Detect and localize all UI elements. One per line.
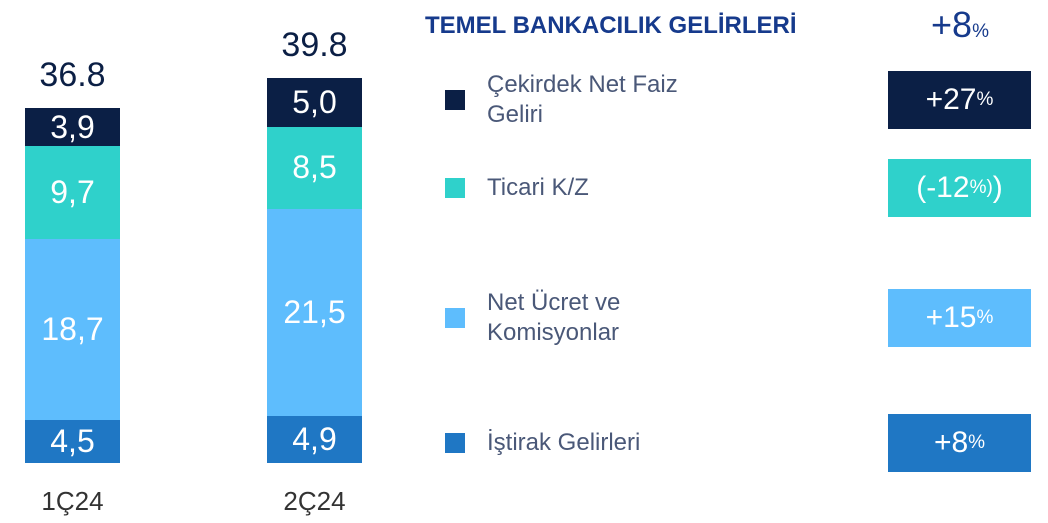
value-label: 5,0	[292, 83, 337, 120]
change-box: +27%	[888, 71, 1031, 129]
bar-segment: 18,7	[25, 239, 120, 420]
title-change: +8%	[931, 4, 989, 45]
bar-segment: 21,5	[267, 208, 362, 416]
value-label: 8,5	[292, 149, 337, 186]
legend-swatch	[445, 178, 465, 198]
total-label: 39.8	[281, 26, 348, 65]
legend-label: Çekirdek Net Faiz Geliri	[487, 71, 678, 128]
value-label: 18,7	[41, 310, 104, 347]
bar-segment: 4,9	[267, 415, 362, 463]
bar-segment: 8,5	[267, 126, 362, 209]
bar-segment: 9,7	[25, 145, 120, 240]
value-label: 4,9	[292, 420, 337, 457]
change-box: (-12%))	[888, 159, 1031, 217]
chart-title: TEMEL BANKACILIK GELİRLERİ	[425, 12, 797, 39]
legend-swatch	[445, 308, 465, 328]
legend-label: Net Ücret ve Komisyonlar	[487, 289, 621, 346]
legend-label: İştirak Gelirleri	[487, 429, 641, 456]
x-tick-label: 2Ç24	[283, 486, 346, 516]
total-label: 36.8	[39, 56, 106, 95]
bar-segment: 3,9	[25, 108, 120, 146]
bar-segment: 4,5	[25, 419, 120, 463]
legend-label: Ticari K/Z	[487, 174, 589, 201]
value-label: 3,9	[50, 108, 95, 145]
value-label: 21,5	[283, 293, 346, 330]
value-label: 9,7	[50, 174, 95, 211]
legend-swatch	[445, 90, 465, 110]
change-box: +15%	[888, 289, 1031, 347]
bar-segment: 5,0	[267, 78, 362, 127]
value-label: 4,5	[50, 422, 95, 459]
legend-swatch	[445, 433, 465, 453]
x-tick-label: 1Ç24	[41, 486, 104, 516]
change-box: +8%	[888, 414, 1031, 472]
